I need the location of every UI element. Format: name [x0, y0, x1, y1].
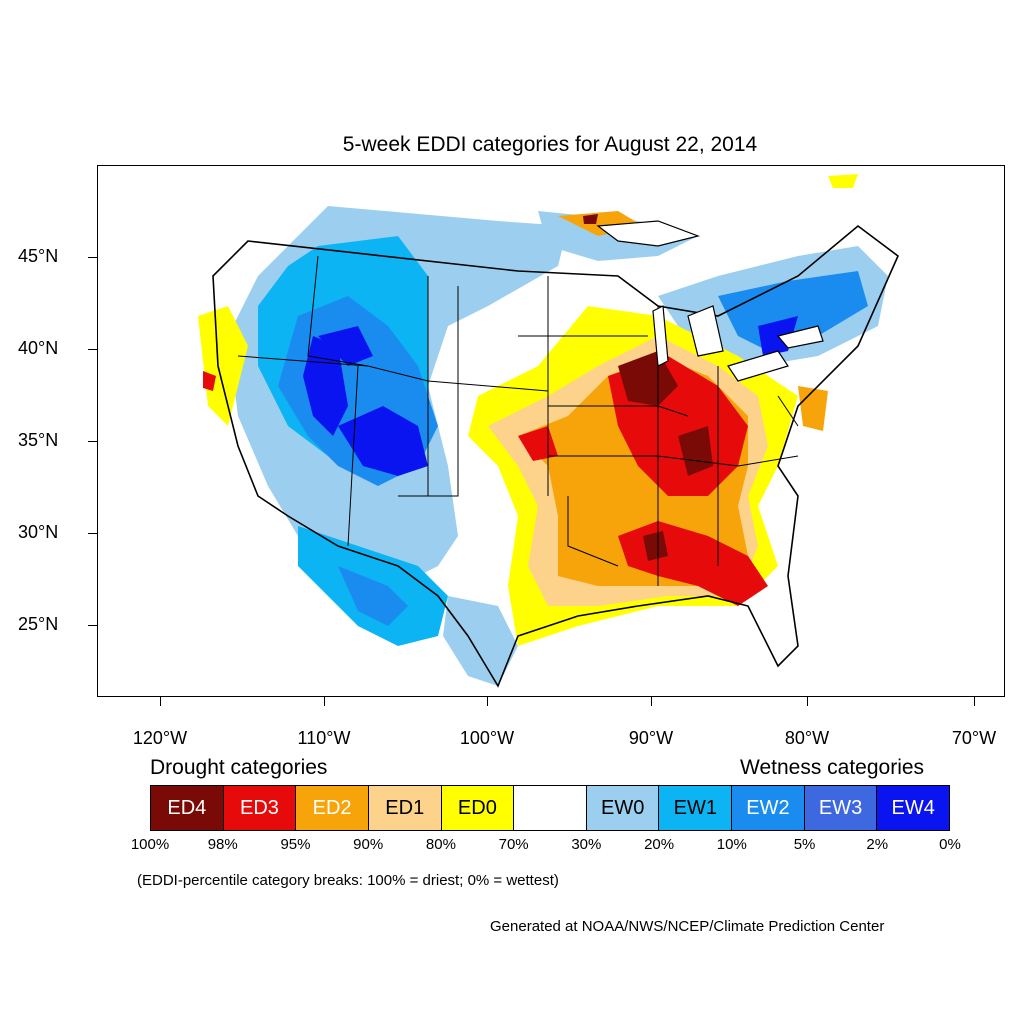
lon-label-80: 80°W: [784, 728, 830, 748]
map-panel: [97, 165, 1005, 697]
lon-tick: [324, 697, 325, 706]
lon-label-110: 110°W: [297, 728, 351, 748]
drought-heading: Drought categories: [150, 756, 328, 779]
lon-tick: [651, 697, 652, 706]
map-title: 5-week EDDI categories for August 22, 20…: [342, 133, 758, 156]
lat-tick: [88, 533, 97, 534]
legend-box-ew4: EW4: [877, 786, 950, 830]
lat-tick: [88, 441, 97, 442]
legend-color-bar: ED4 ED3 ED2 ED1 ED0 EW0 EW1 EW2 EW3 EW4: [150, 785, 950, 831]
lat-label-45: 45°N: [18, 246, 59, 266]
lat-label-40: 40°N: [18, 338, 59, 358]
lat-tick: [88, 625, 97, 626]
percentile-label: 5%: [793, 836, 816, 853]
legend-box-ed0: ED0: [441, 786, 515, 830]
percentile-label: 2%: [866, 836, 889, 853]
legend-box-ew1: EW1: [659, 786, 733, 830]
state-boundaries: [212, 224, 899, 688]
lat-tick: [88, 349, 97, 350]
legend-box-ed2: ED2: [296, 786, 369, 830]
legend-box-neutral: [514, 786, 587, 830]
lat-label-25: 25°N: [18, 614, 59, 634]
drought-region: [198, 174, 858, 646]
lon-label-100: 100°W: [459, 728, 515, 748]
eddi-map: [198, 174, 899, 688]
category-note: (EDDI-percentile category breaks: 100% =…: [137, 872, 559, 889]
percentile-label: 98%: [207, 836, 238, 853]
lon-tick: [160, 697, 161, 706]
lat-tick: [88, 257, 97, 258]
wet-region-west: [228, 206, 568, 686]
percentile-label: 80%: [425, 836, 456, 853]
legend-box-ew2: EW2: [732, 786, 805, 830]
legend-box-ed3: ED3: [223, 786, 297, 830]
percentile-label: 70%: [498, 836, 529, 853]
lat-label-35: 35°N: [18, 430, 59, 450]
lon-label-120: 120°W: [132, 728, 188, 748]
great-lakes: [596, 220, 824, 382]
wetness-heading: Wetness categories: [740, 756, 925, 779]
lon-tick: [487, 697, 488, 706]
lon-tick: [807, 697, 808, 706]
percentile-label: 0%: [939, 836, 961, 853]
legend-box-ed4: ED4: [151, 786, 224, 830]
percentile-label: 95%: [280, 836, 311, 853]
lon-tick: [974, 697, 975, 706]
legend-box-ew3: EW3: [804, 786, 878, 830]
legend-box-ed1: ED1: [368, 786, 442, 830]
credit-text: Generated at NOAA/NWS/NCEP/Climate Predi…: [490, 918, 885, 935]
lat-label-30: 30°N: [18, 522, 59, 542]
percentile-label: 100%: [130, 836, 170, 853]
lon-label-90: 90°W: [628, 728, 674, 748]
lon-label-70: 70°W: [951, 728, 997, 748]
percentile-label: 90%: [353, 836, 384, 853]
legend-box-ew0: EW0: [586, 786, 660, 830]
percentile-label: 30%: [571, 836, 602, 853]
percentile-label: 10%: [716, 836, 747, 853]
percentile-label: 20%: [644, 836, 675, 853]
